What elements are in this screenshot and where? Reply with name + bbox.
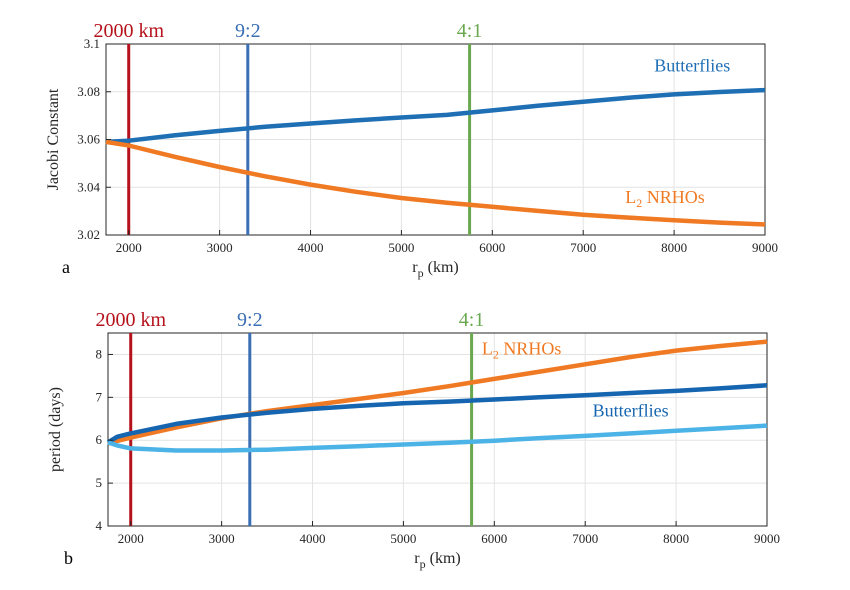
x-tick-label: 6000 (479, 240, 505, 255)
panel-b-x-axis-label-unit: (km) (426, 550, 461, 567)
panel-b-nrho-annotation-sub: 2 (493, 347, 499, 361)
x-tick-label: 3000 (209, 531, 235, 546)
x-tick-label: 2000 (116, 240, 142, 255)
y-tick-label: 3.08 (77, 84, 100, 99)
x-tick-label: 4000 (298, 240, 324, 255)
y-tick-label: 3.02 (77, 227, 100, 242)
panel-b-chart: 2000 km 9:2 4:1 2000 3000 4000 5000 6000 7000 80… (47, 309, 780, 571)
panel-a-label: a (62, 257, 70, 277)
x-tick-label: 4000 (300, 531, 326, 546)
panel-b-nrho-annotation-main: L (482, 338, 493, 358)
panel-a-x-axis-label-main: r (412, 259, 418, 276)
reference-line-label: 9:2 (237, 309, 263, 331)
y-tick-label: 6 (96, 432, 103, 447)
x-tick-label: 9000 (752, 240, 778, 255)
panel-b-x-axis-label: rp (km) (414, 550, 460, 571)
series-line (106, 383, 768, 445)
panel-a-x-axis-label-unit: (km) (424, 259, 459, 276)
panel-a-series (105, 87, 766, 227)
y-tick-label: 4 (96, 518, 103, 533)
x-tick-label: 8000 (663, 531, 689, 546)
x-tick-label: 5000 (388, 240, 414, 255)
panel-b-tick-labels: 2000 3000 4000 5000 6000 7000 8000 9000 4 5 6 7 8 (96, 346, 781, 546)
x-tick-label: 3000 (207, 240, 233, 255)
panel-b-y-axis-label: period (days) (47, 387, 64, 472)
x-tick-label: 5000 (390, 531, 416, 546)
y-tick-label: 7 (96, 389, 103, 404)
panel-a-y-axis-label: Jacobi Constant (45, 88, 62, 190)
panel-a-x-axis-label: rp (km) (412, 259, 458, 280)
panel-b-nrho-annotation-rest: NRHOs (499, 338, 562, 358)
reference-line-label: 9:2 (235, 20, 261, 42)
x-tick-label: 2000 (118, 531, 144, 546)
series-line (105, 87, 766, 145)
reference-line-label: 4:1 (459, 309, 485, 331)
y-tick-label: 3.04 (77, 179, 100, 194)
panel-b-butterflies-annotation: Butterflies (593, 401, 669, 421)
reference-line-label: 4:1 (457, 20, 483, 42)
panel-b-x-axis-label-main: r (414, 550, 420, 567)
panel-a-x-axis-label-sub: p (418, 266, 424, 280)
y-tick-label: 5 (96, 475, 103, 490)
panel-b-vertical-lines: 2000 km 9:2 4:1 (95, 309, 484, 526)
panel-b-label: b (64, 548, 73, 568)
x-tick-label: 6000 (481, 531, 507, 546)
x-tick-label: 7000 (570, 240, 596, 255)
panel-a-nrho-annotation-rest: NRHOs (642, 187, 705, 207)
x-tick-label: 9000 (754, 531, 780, 546)
y-tick-label: 3.1 (84, 36, 100, 51)
panel-a-nrho-annotation: L2 NRHOs (625, 187, 705, 210)
panel-a-butterflies-annotation: Butterflies (654, 55, 730, 75)
panel-a-vertical-lines: 2000 km 9:2 4:1 (93, 20, 482, 235)
panel-a-nrho-annotation-sub: 2 (636, 196, 642, 210)
series-line (107, 423, 768, 453)
series-line (105, 139, 766, 227)
panel-b-series (106, 339, 768, 453)
y-tick-label: 8 (96, 346, 103, 361)
panel-a-chart: 2000 km 9:2 4:1 2000 3000 4000 5000 6000 7000 80… (45, 20, 778, 280)
reference-line-label: 2000 km (93, 20, 164, 42)
panel-a-nrho-annotation-main: L (625, 187, 636, 207)
x-tick-label: 8000 (661, 240, 687, 255)
panel-a-tick-labels: 2000 3000 4000 5000 6000 7000 8000 9000 3.02 3.04… (77, 36, 778, 255)
panel-b-nrho-annotation: L2 NRHOs (482, 338, 562, 361)
reference-line-label: 2000 km (95, 309, 166, 331)
panel-b-plot-frame (107, 332, 768, 527)
x-tick-label: 7000 (572, 531, 598, 546)
y-tick-label: 3.06 (77, 132, 100, 147)
panel-b-x-axis-label-sub: p (420, 557, 426, 571)
